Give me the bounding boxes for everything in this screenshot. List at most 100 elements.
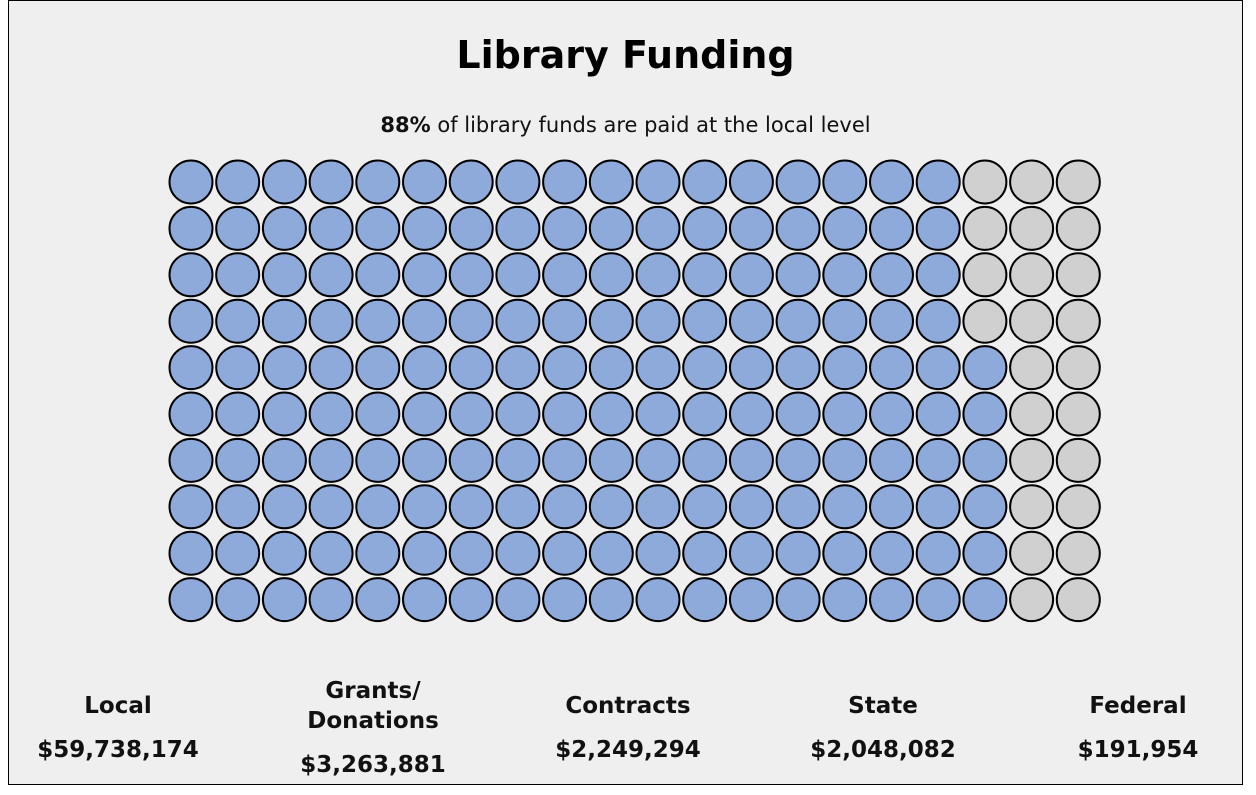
filled-dot [728,391,774,437]
filled-dot [588,484,634,530]
filled-dot [915,252,961,298]
filled-dot [682,437,728,483]
empty-dot [1009,298,1055,344]
empty-dot [1055,437,1101,483]
filled-dot [261,345,307,391]
category: Local $59,738,174 [0,661,238,795]
empty-dot [1009,577,1055,623]
filled-dot [542,391,588,437]
filled-dot [682,205,728,251]
filled-dot [495,159,541,205]
filled-dot [261,484,307,530]
filled-dot [261,437,307,483]
filled-dot [822,484,868,530]
category-value: $2,249,294 [555,737,701,763]
filled-dot [728,437,774,483]
empty-dot [1009,252,1055,298]
filled-dot [261,205,307,251]
filled-dot [168,530,214,576]
highlight: 88% [380,113,431,137]
filled-dot [915,205,961,251]
filled-dot [168,252,214,298]
filled-dot [682,159,728,205]
filled-dot [355,252,401,298]
filled-dot [869,530,914,576]
filled-dot [822,391,868,437]
filled-dot [402,577,447,623]
empty-dot [1055,530,1101,576]
filled-dot [495,391,541,437]
filled-dot [448,345,494,391]
filled-dot [308,298,354,344]
filled-dot [168,205,214,251]
filled-dot [495,298,541,344]
filled-dot [308,345,354,391]
filled-dot [682,298,728,344]
filled-dot [215,205,261,251]
filled-dot [448,484,494,530]
filled-dot [775,577,821,623]
filled-dot [635,437,681,483]
empty-dot [962,205,1008,251]
filled-dot [308,437,354,483]
filled-dot [682,530,728,576]
empty-dot [962,159,1008,205]
filled-dot [775,391,821,437]
empty-dot [1055,205,1101,251]
filled-dot [588,530,634,576]
category-value: $59,738,174 [37,737,199,763]
filled-dot [495,484,541,530]
filled-dot [588,437,634,483]
filled-dot [355,205,401,251]
category-name: Local [84,693,152,719]
category: State $2,048,082 [763,661,1003,795]
filled-dot [588,577,634,623]
filled-dot [588,159,634,205]
filled-dot [915,391,961,437]
filled-dot [775,437,821,483]
filled-dot [915,530,961,576]
filled-dot [215,345,261,391]
filled-dot [542,484,588,530]
filled-dot [215,159,261,205]
filled-dot [402,530,447,576]
filled-dot [915,345,961,391]
filled-dot [728,484,774,530]
filled-dot [869,298,914,344]
filled-dot [869,391,914,437]
filled-dot [822,530,868,576]
filled-dot [168,437,214,483]
filled-dot [215,252,261,298]
filled-dot [822,159,868,205]
filled-dot [448,298,494,344]
filled-dot [168,391,214,437]
empty-dot [1055,345,1101,391]
filled-dot [822,205,868,251]
filled-dot [635,345,681,391]
filled-dot [495,530,541,576]
filled-dot [448,577,494,623]
filled-dot [635,577,681,623]
filled-dot [308,252,354,298]
filled-dot [168,345,214,391]
filled-dot [915,159,961,205]
filled-dot [635,205,681,251]
filled-dot [355,437,401,483]
category-value: $2,048,082 [810,737,956,763]
filled-dot [542,298,588,344]
filled-dot [635,484,681,530]
filled-dot [402,437,447,483]
category: Federal $191,954 [1018,661,1256,795]
empty-dot [1009,484,1055,530]
filled-dot [682,484,728,530]
filled-dot [215,437,261,483]
filled-dot [915,577,961,623]
filled-dot [402,298,447,344]
filled-dot [355,577,401,623]
filled-dot [542,577,588,623]
empty-dot [1055,298,1101,344]
empty-dot [1055,484,1101,530]
filled-dot [308,577,354,623]
filled-dot [448,159,494,205]
filled-dot [635,391,681,437]
